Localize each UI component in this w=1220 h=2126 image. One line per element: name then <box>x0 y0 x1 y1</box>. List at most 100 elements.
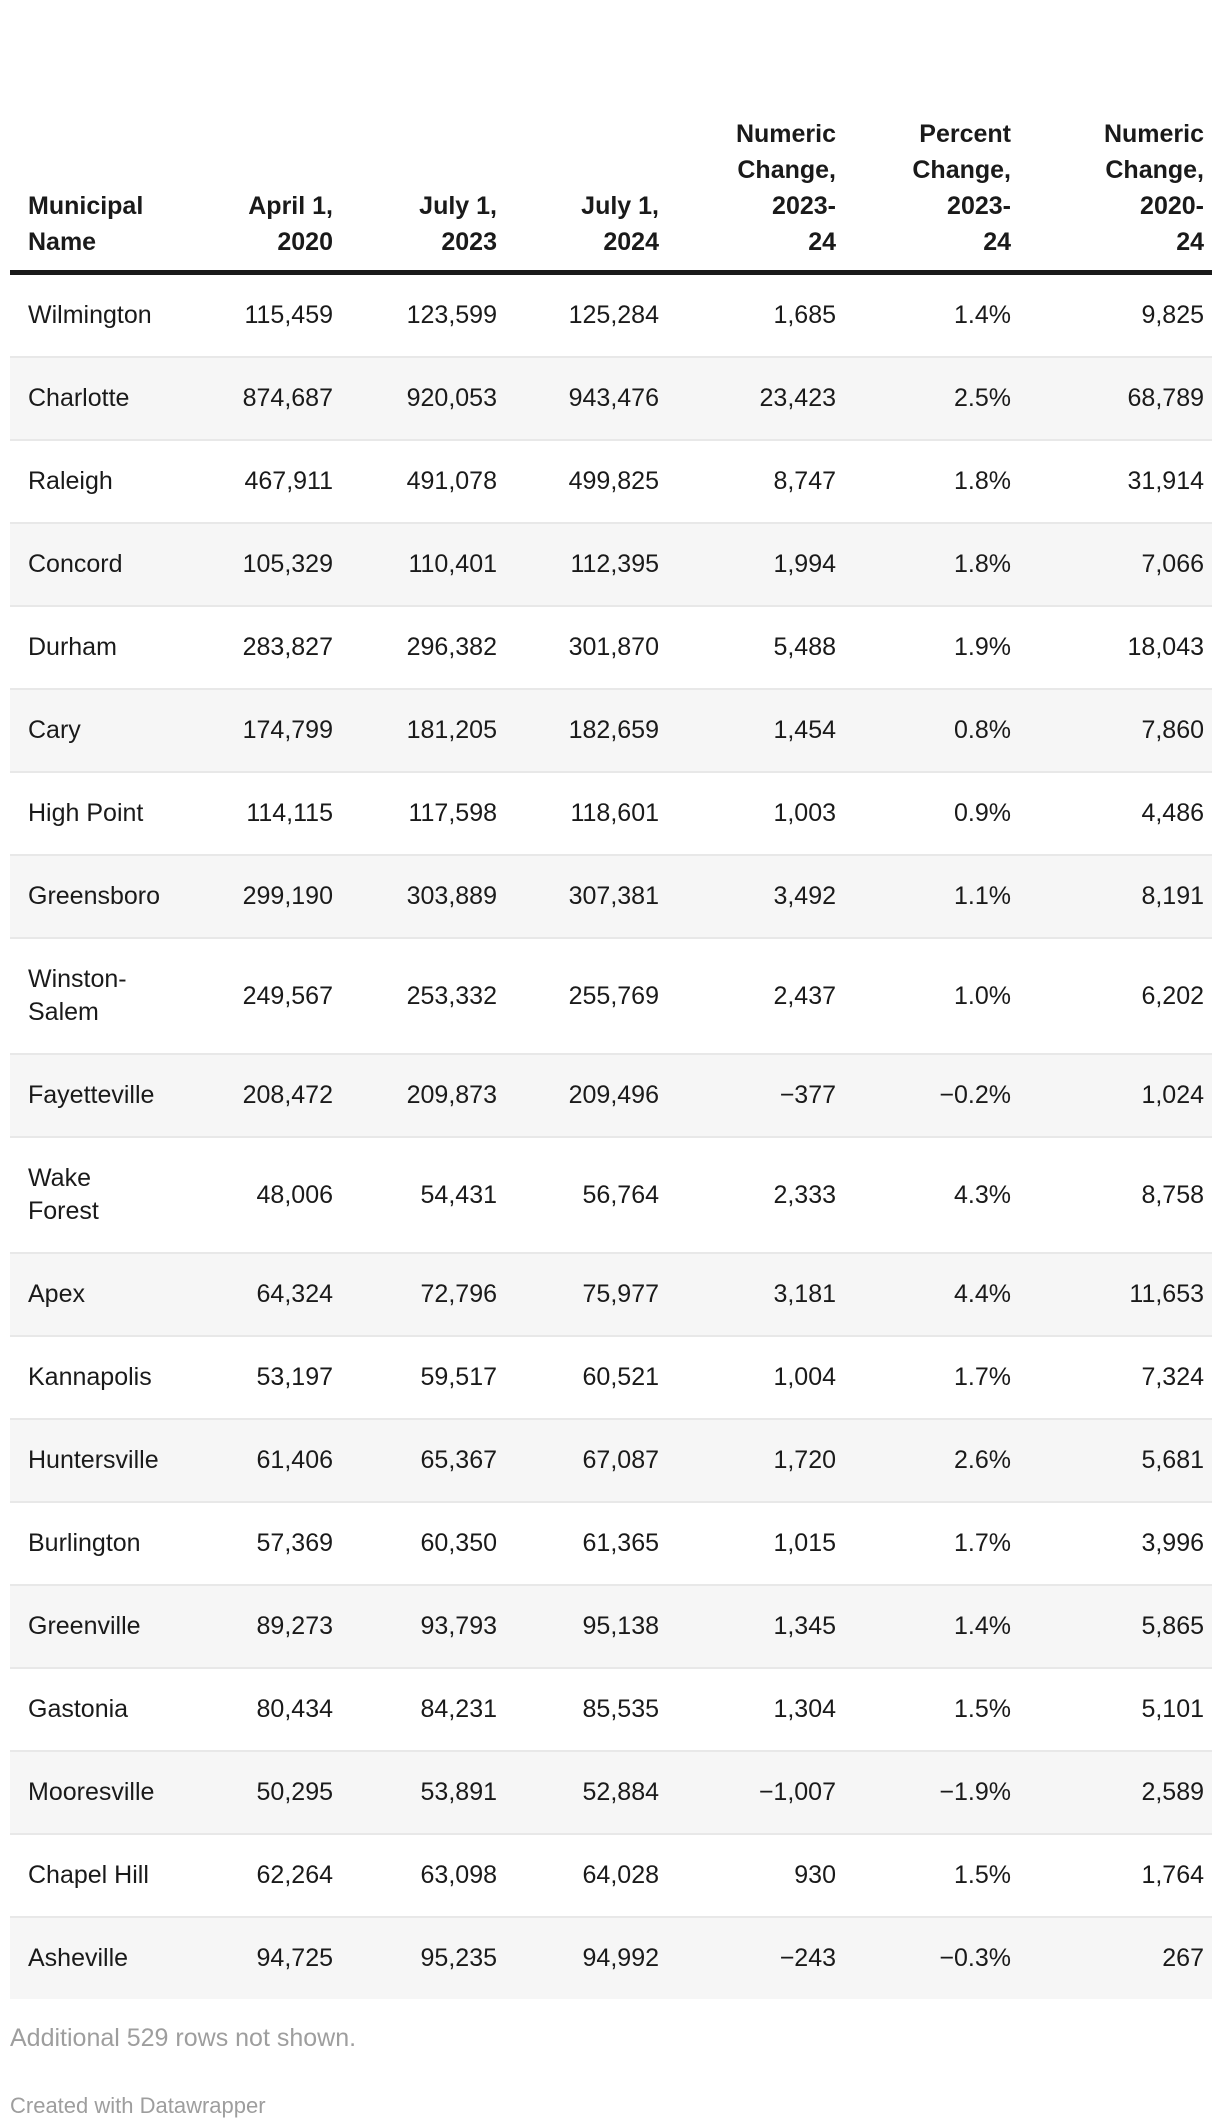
cell-percent-change-2023-24: 1.4% <box>844 1584 1019 1668</box>
cell-municipal-name: Huntersville <box>10 1418 170 1502</box>
cell-municipal-name: Charlotte <box>10 356 170 440</box>
cell-april-1-2020: 50,295 <box>170 1750 341 1834</box>
cell-july-1-2024: 307,381 <box>505 854 667 938</box>
cell-numeric-change-2023-24: 23,423 <box>667 356 844 440</box>
cell-municipal-name: Raleigh <box>10 439 170 523</box>
cell-numeric-change-2023-24: 1,015 <box>667 1501 844 1585</box>
cell-april-1-2020: 467,911 <box>170 439 341 523</box>
cell-july-1-2024: 94,992 <box>505 1916 667 1999</box>
table-row: Fayetteville 208,472 209,873 209,496 −37… <box>10 1053 1212 1137</box>
cell-april-1-2020: 283,827 <box>170 605 341 689</box>
cell-july-1-2023: 63,098 <box>341 1833 505 1917</box>
cell-percent-change-2023-24: −1.9% <box>844 1750 1019 1834</box>
cell-numeric-change-2023-24: 1,685 <box>773 301 836 329</box>
cell-percent-change-2023-24: 1.0% <box>844 937 1019 1054</box>
cell-july-1-2023: 95,235 <box>341 1916 505 1999</box>
cell-april-1-2020: 174,799 <box>170 688 341 772</box>
cell-numeric-change-2020-24: 11,653 <box>1019 1252 1212 1336</box>
column-header-july-1-2023: July 1, 2023 <box>341 116 505 275</box>
cell-april-1-2020: 48,006 <box>170 1136 341 1253</box>
cell-numeric-change-2020-24: 3,996 <box>1019 1501 1212 1585</box>
cell-july-1-2023: 53,891 <box>341 1750 505 1834</box>
table-row: Apex 64,324 72,796 75,977 3,181 4.4% 11,… <box>10 1252 1212 1336</box>
cell-july-1-2023: 110,401 <box>341 522 505 606</box>
cell-april-1-2020: 57,369 <box>170 1501 341 1585</box>
cell-percent-change-2023-24: 1.8% <box>844 439 1019 523</box>
cell-percent-change-2023-24: −0.3% <box>844 1916 1019 1999</box>
cell-april-1-2020: 89,273 <box>170 1584 341 1668</box>
cell-july-1-2024: 64,028 <box>505 1833 667 1917</box>
cell-municipal-name: Apex <box>10 1252 170 1336</box>
cell-municipal-name: Chapel Hill <box>10 1833 170 1917</box>
cell-numeric-change-2023-24: 1,004 <box>667 1335 844 1419</box>
table-row: Chapel Hill 62,264 63,098 64,028 930 1.5… <box>10 1833 1212 1917</box>
cell-municipal-name: Concord <box>10 522 170 606</box>
cell-july-1-2023: 123,599 <box>406 301 497 329</box>
cell-percent-change-2023-24: 2.6% <box>844 1418 1019 1502</box>
cell-april-1-2020: 53,197 <box>170 1335 341 1419</box>
cell-numeric-change-2020-24: 2,589 <box>1019 1750 1212 1834</box>
cell-july-1-2023: 296,382 <box>341 605 505 689</box>
cell-july-1-2024: 61,365 <box>505 1501 667 1585</box>
table-row: Burlington 57,369 60,350 61,365 1,015 1.… <box>10 1501 1212 1585</box>
cell-july-1-2024: 182,659 <box>505 688 667 772</box>
cell-numeric-change-2020-24: 1,024 <box>1019 1053 1212 1137</box>
table-row: Cary 174,799 181,205 182,659 1,454 0.8% … <box>10 688 1212 772</box>
cell-july-1-2024: 209,496 <box>505 1053 667 1137</box>
cell-numeric-change-2023-24: −1,007 <box>667 1750 844 1834</box>
cell-april-1-2020: 64,324 <box>170 1252 341 1336</box>
cell-municipal-name: Wilmington <box>28 301 152 329</box>
column-header-numeric-change-2023-24: Numeric Change, 2023- 24 <box>667 116 844 275</box>
cell-july-1-2024: 60,521 <box>505 1335 667 1419</box>
cell-municipal-name: Greenville <box>10 1584 170 1668</box>
cell-percent-change-2023-24: 4.4% <box>844 1252 1019 1336</box>
cell-april-1-2020: 299,190 <box>170 854 341 938</box>
cell-july-1-2023: 60,350 <box>341 1501 505 1585</box>
cell-percent-change-2023-24: 0.9% <box>844 771 1019 855</box>
cell-municipal-name: Winston- Salem <box>10 937 170 1054</box>
cell-numeric-change-2020-24: 5,865 <box>1019 1584 1212 1668</box>
cell-numeric-change-2020-24: 4,486 <box>1019 771 1212 855</box>
cell-municipal-name: Mooresville <box>10 1750 170 1834</box>
table-row: Raleigh 467,911 491,078 499,825 8,747 1.… <box>10 439 1212 523</box>
column-header-percent-change-2023-24: Percent Change, 2023- 24 <box>844 116 1019 275</box>
cell-numeric-change-2023-24: −243 <box>667 1916 844 1999</box>
table-header: Municipal Name April 1, 2020 July 1, 202… <box>10 116 1212 275</box>
cell-percent-change-2023-24: 1.9% <box>844 605 1019 689</box>
cell-july-1-2023: 491,078 <box>341 439 505 523</box>
cell-july-1-2024: 75,977 <box>505 1252 667 1336</box>
cell-percent-change-2023-24: 1.1% <box>844 854 1019 938</box>
cell-numeric-change-2023-24: 1,003 <box>667 771 844 855</box>
cell-municipal-name: Durham <box>10 605 170 689</box>
cell-municipal-name: Asheville <box>10 1916 170 1999</box>
table-row: Asheville 94,725 95,235 94,992 −243 −0.3… <box>10 1916 1212 1999</box>
table-row: Huntersville 61,406 65,367 67,087 1,720 … <box>10 1418 1212 1502</box>
cell-july-1-2024: 118,601 <box>505 771 667 855</box>
cell-numeric-change-2020-24: 68,789 <box>1019 356 1212 440</box>
cell-percent-change-2023-24: 0.8% <box>844 688 1019 772</box>
cell-july-1-2023: 117,598 <box>341 771 505 855</box>
cell-numeric-change-2020-24: 31,914 <box>1019 439 1212 523</box>
header-row: Municipal Name April 1, 2020 July 1, 202… <box>10 116 1212 275</box>
cell-numeric-change-2023-24: 3,492 <box>667 854 844 938</box>
cell-july-1-2024: 943,476 <box>505 356 667 440</box>
cell-july-1-2023: 54,431 <box>341 1136 505 1253</box>
cell-april-1-2020: 62,264 <box>170 1833 341 1917</box>
cell-april-1-2020: 249,567 <box>170 937 341 1054</box>
cell-april-1-2020: 114,115 <box>170 771 341 855</box>
cell-july-1-2023: 209,873 <box>341 1053 505 1137</box>
cell-april-1-2020: 61,406 <box>170 1418 341 1502</box>
cell-april-1-2020: 105,329 <box>170 522 341 606</box>
cell-numeric-change-2023-24: 1,304 <box>667 1667 844 1751</box>
cell-july-1-2023: 72,796 <box>341 1252 505 1336</box>
table-row: Kannapolis 53,197 59,517 60,521 1,004 1.… <box>10 1335 1212 1419</box>
table-row: High Point 114,115 117,598 118,601 1,003… <box>10 771 1212 855</box>
cell-numeric-change-2023-24: 1,454 <box>667 688 844 772</box>
cell-april-1-2020: 94,725 <box>170 1916 341 1999</box>
cell-municipal-name: High Point <box>10 771 170 855</box>
cell-april-1-2020: 874,687 <box>170 356 341 440</box>
cell-july-1-2024: 499,825 <box>505 439 667 523</box>
table-row: Greenville 89,273 93,793 95,138 1,345 1.… <box>10 1584 1212 1668</box>
cell-numeric-change-2020-24: 8,191 <box>1019 854 1212 938</box>
